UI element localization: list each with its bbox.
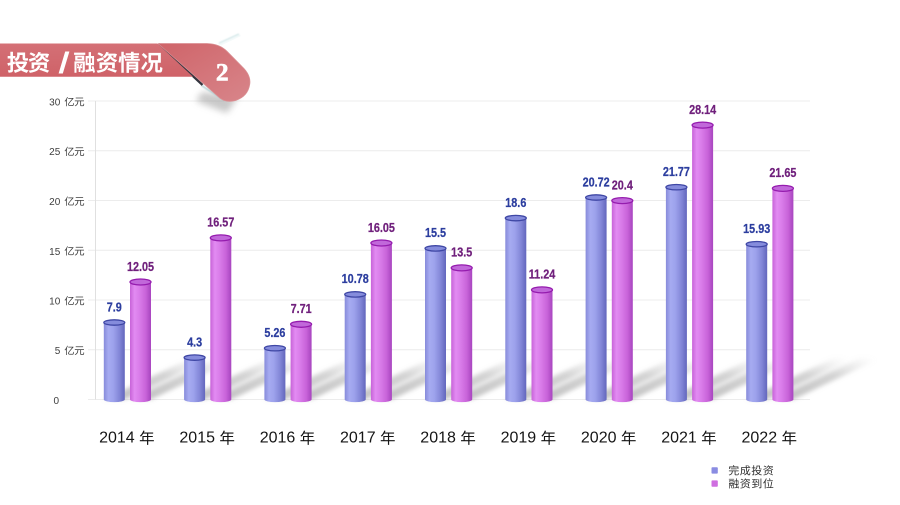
svg-text:2018: 2018	[420, 429, 456, 446]
svg-text:5: 5	[55, 346, 61, 357]
svg-text:20.72: 20.72	[583, 174, 610, 189]
svg-text:2015: 2015	[179, 429, 215, 446]
svg-text:11.24: 11.24	[529, 267, 556, 282]
svg-text:10.78: 10.78	[342, 271, 369, 286]
svg-text:15.5: 15.5	[425, 225, 446, 240]
svg-text:7.9: 7.9	[107, 299, 122, 314]
svg-text:21.65: 21.65	[769, 165, 796, 180]
svg-text:7.71: 7.71	[291, 301, 312, 316]
svg-text:2016: 2016	[260, 429, 296, 446]
svg-text:20.4: 20.4	[612, 177, 633, 192]
svg-text:15.93: 15.93	[743, 221, 770, 236]
svg-text:13.5: 13.5	[451, 245, 472, 260]
svg-text:2: 2	[216, 58, 229, 87]
svg-text:5.26: 5.26	[264, 325, 285, 340]
svg-text:25: 25	[49, 147, 61, 158]
svg-text:18.6: 18.6	[505, 195, 526, 210]
svg-text:2019: 2019	[501, 429, 537, 446]
svg-text:2014: 2014	[99, 429, 135, 446]
svg-text:15: 15	[49, 247, 61, 258]
svg-text:12.05: 12.05	[127, 259, 154, 274]
svg-text:16.05: 16.05	[368, 220, 395, 235]
svg-text:2020: 2020	[581, 429, 617, 446]
svg-text:30: 30	[49, 98, 61, 109]
svg-text:10: 10	[49, 297, 61, 308]
svg-text:2022: 2022	[742, 429, 778, 446]
svg-text:28.14: 28.14	[689, 102, 716, 117]
svg-text:2021: 2021	[661, 429, 697, 446]
svg-text:0: 0	[54, 396, 60, 407]
svg-text:20: 20	[49, 197, 61, 208]
svg-text:4.3: 4.3	[187, 334, 202, 349]
svg-text:2017: 2017	[340, 429, 376, 446]
svg-text:21.77: 21.77	[663, 164, 690, 179]
svg-text:16.57: 16.57	[207, 215, 234, 230]
